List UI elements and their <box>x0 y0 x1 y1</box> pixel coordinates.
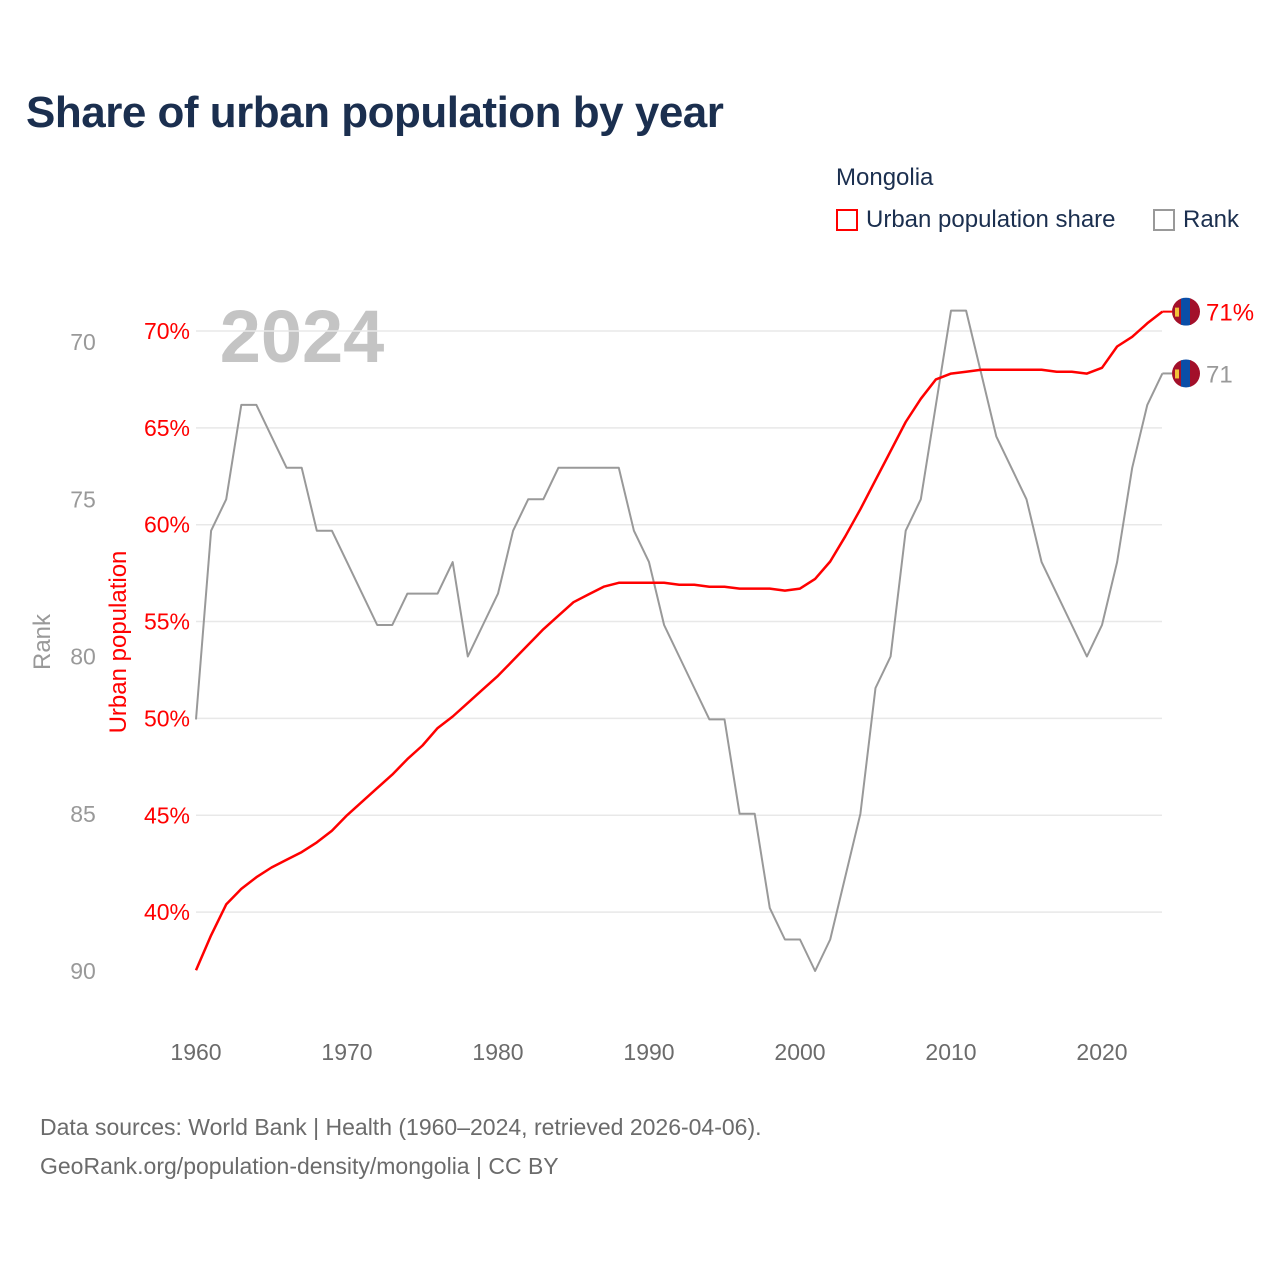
urban-end-label: 71% <box>1206 300 1254 327</box>
legend-label-urban: Urban population share <box>866 206 1116 233</box>
x-tick-label: 1980 <box>472 1039 523 1065</box>
mongolia-flag-icon <box>1172 359 1200 388</box>
y-rank-tick-label: 70 <box>70 329 96 355</box>
legend-item-rank[interactable]: Rank <box>1153 206 1239 234</box>
x-tick-label: 2010 <box>925 1039 976 1065</box>
y-left-tick-label: 40% <box>144 899 190 925</box>
y-rank-tick-label: 75 <box>70 486 96 512</box>
footer: Data sources: World Bank | Health (1960–… <box>40 1108 762 1186</box>
y-rank-tick-label: 85 <box>70 801 96 827</box>
year-watermark: 2024 <box>220 295 385 378</box>
chart-title: Share of urban population by year <box>26 88 724 137</box>
y-left-label: Urban population <box>105 551 132 734</box>
legend-swatch-urban <box>836 209 858 231</box>
y-left-tick-label: 50% <box>144 705 190 731</box>
rank-end-label: 71 <box>1206 361 1233 388</box>
legend-swatch-rank <box>1153 209 1175 231</box>
x-tick-label: 1990 <box>623 1039 674 1065</box>
x-tick-label: 1970 <box>321 1039 372 1065</box>
urban-share-line <box>194 310 1164 971</box>
legend-label-rank: Rank <box>1183 206 1240 233</box>
y-left-tick-label: 60% <box>144 512 190 538</box>
legend-item-urban[interactable]: Urban population share <box>836 206 1116 234</box>
x-tick-label: 2020 <box>1076 1039 1127 1065</box>
mongolia-flag-icon <box>1172 297 1200 326</box>
footer-link[interactable]: GeoRank.org/population-density/mongolia … <box>40 1153 559 1179</box>
y-left-tick-label: 65% <box>144 415 190 441</box>
y-left-tick-label: 55% <box>144 609 190 635</box>
y-rank-tick-label: 90 <box>70 958 96 984</box>
y-left-tick-label: 45% <box>144 802 190 828</box>
y-rank-tick-label: 80 <box>70 644 96 670</box>
x-tick-label: 1960 <box>170 1039 221 1065</box>
footer-sources: Data sources: World Bank | Health (1960–… <box>40 1114 762 1140</box>
x-tick-label: 2000 <box>774 1039 825 1065</box>
y-rank-label: Rank <box>29 613 56 670</box>
rank-line <box>195 309 1164 972</box>
legend-title: Mongolia <box>836 164 934 191</box>
y-left-tick-label: 70% <box>144 318 190 344</box>
